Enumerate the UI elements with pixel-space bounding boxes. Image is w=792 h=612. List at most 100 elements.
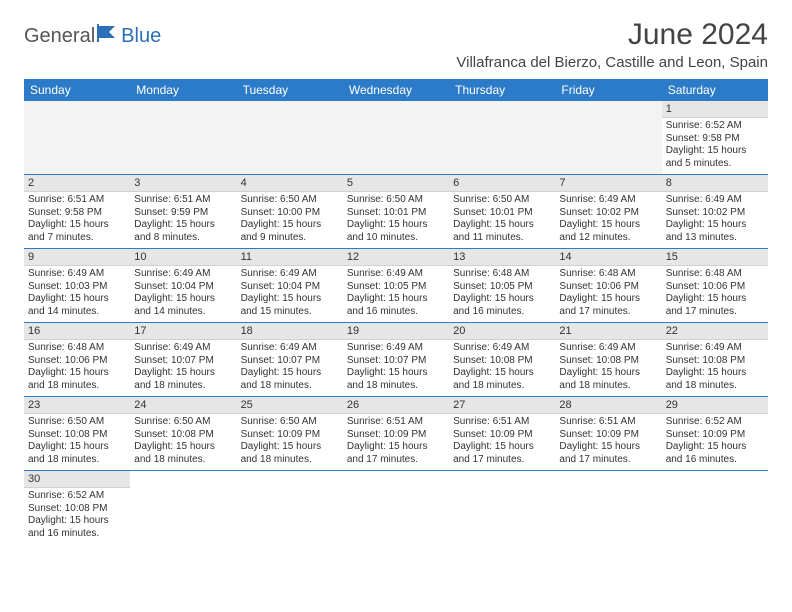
day-content: Sunrise: 6:49 AMSunset: 10:07 PMDaylight… — [130, 340, 236, 396]
empty-cell — [237, 471, 343, 545]
calendar-row: 2Sunrise: 6:51 AMSunset: 9:58 PMDaylight… — [24, 175, 768, 249]
calendar-row: 9Sunrise: 6:49 AMSunset: 10:03 PMDayligh… — [24, 249, 768, 323]
weekday-header-row: SundayMondayTuesdayWednesdayThursdayFrid… — [24, 79, 768, 101]
weekday-header: Thursday — [449, 79, 555, 101]
weekday-header: Sunday — [24, 79, 130, 101]
day-cell: 10Sunrise: 6:49 AMSunset: 10:04 PMDaylig… — [130, 249, 236, 323]
weekday-header: Saturday — [662, 79, 768, 101]
calendar-row: 1Sunrise: 6:52 AMSunset: 9:58 PMDaylight… — [24, 101, 768, 175]
day-content: Sunrise: 6:50 AMSunset: 10:09 PMDaylight… — [237, 414, 343, 470]
day-content: Sunrise: 6:52 AMSunset: 10:09 PMDaylight… — [662, 414, 768, 470]
day-cell: 6Sunrise: 6:50 AMSunset: 10:01 PMDayligh… — [449, 175, 555, 249]
empty-cell — [555, 101, 661, 175]
day-content: Sunrise: 6:48 AMSunset: 10:05 PMDaylight… — [449, 266, 555, 322]
day-number: 2 — [24, 175, 130, 192]
weekday-header: Tuesday — [237, 79, 343, 101]
empty-cell — [449, 101, 555, 175]
day-number: 15 — [662, 249, 768, 266]
empty-cell — [24, 101, 130, 175]
day-number: 21 — [555, 323, 661, 340]
empty-cell — [343, 471, 449, 545]
day-cell: 29Sunrise: 6:52 AMSunset: 10:09 PMDaylig… — [662, 397, 768, 471]
day-cell: 20Sunrise: 6:49 AMSunset: 10:08 PMDaylig… — [449, 323, 555, 397]
day-cell: 24Sunrise: 6:50 AMSunset: 10:08 PMDaylig… — [130, 397, 236, 471]
day-cell: 19Sunrise: 6:49 AMSunset: 10:07 PMDaylig… — [343, 323, 449, 397]
day-number: 6 — [449, 175, 555, 192]
calendar-table: SundayMondayTuesdayWednesdayThursdayFrid… — [24, 79, 768, 544]
day-content: Sunrise: 6:49 AMSunset: 10:04 PMDaylight… — [130, 266, 236, 322]
day-number: 16 — [24, 323, 130, 340]
day-content: Sunrise: 6:48 AMSunset: 10:06 PMDaylight… — [24, 340, 130, 396]
day-cell: 30Sunrise: 6:52 AMSunset: 10:08 PMDaylig… — [24, 471, 130, 545]
day-content: Sunrise: 6:49 AMSunset: 10:02 PMDaylight… — [662, 192, 768, 248]
day-number: 27 — [449, 397, 555, 414]
day-cell: 11Sunrise: 6:49 AMSunset: 10:04 PMDaylig… — [237, 249, 343, 323]
day-number: 5 — [343, 175, 449, 192]
weekday-header: Monday — [130, 79, 236, 101]
weekday-header: Wednesday — [343, 79, 449, 101]
day-number: 8 — [662, 175, 768, 192]
day-content: Sunrise: 6:50 AMSunset: 10:08 PMDaylight… — [130, 414, 236, 470]
day-number: 26 — [343, 397, 449, 414]
empty-cell — [555, 471, 661, 545]
logo-text-1: General — [24, 25, 95, 48]
day-cell: 9Sunrise: 6:49 AMSunset: 10:03 PMDayligh… — [24, 249, 130, 323]
day-cell: 26Sunrise: 6:51 AMSunset: 10:09 PMDaylig… — [343, 397, 449, 471]
day-cell: 14Sunrise: 6:48 AMSunset: 10:06 PMDaylig… — [555, 249, 661, 323]
day-content: Sunrise: 6:49 AMSunset: 10:02 PMDaylight… — [555, 192, 661, 248]
day-content: Sunrise: 6:51 AMSunset: 9:59 PMDaylight:… — [130, 192, 236, 248]
day-content: Sunrise: 6:50 AMSunset: 10:08 PMDaylight… — [24, 414, 130, 470]
day-cell: 16Sunrise: 6:48 AMSunset: 10:06 PMDaylig… — [24, 323, 130, 397]
day-content: Sunrise: 6:51 AMSunset: 10:09 PMDaylight… — [343, 414, 449, 470]
logo: General Blue — [24, 24, 161, 48]
empty-cell — [130, 101, 236, 175]
logo-text-2: Blue — [121, 25, 161, 48]
day-number: 23 — [24, 397, 130, 414]
empty-cell — [662, 471, 768, 545]
day-number: 3 — [130, 175, 236, 192]
day-cell: 5Sunrise: 6:50 AMSunset: 10:01 PMDayligh… — [343, 175, 449, 249]
empty-cell — [343, 101, 449, 175]
day-content: Sunrise: 6:51 AMSunset: 10:09 PMDaylight… — [555, 414, 661, 470]
day-cell: 13Sunrise: 6:48 AMSunset: 10:05 PMDaylig… — [449, 249, 555, 323]
day-content: Sunrise: 6:50 AMSunset: 10:00 PMDaylight… — [237, 192, 343, 248]
empty-cell — [449, 471, 555, 545]
flag-icon — [97, 24, 119, 48]
day-number: 13 — [449, 249, 555, 266]
day-number: 9 — [24, 249, 130, 266]
day-cell: 21Sunrise: 6:49 AMSunset: 10:08 PMDaylig… — [555, 323, 661, 397]
day-cell: 1Sunrise: 6:52 AMSunset: 9:58 PMDaylight… — [662, 101, 768, 175]
day-number: 11 — [237, 249, 343, 266]
day-cell: 4Sunrise: 6:50 AMSunset: 10:00 PMDayligh… — [237, 175, 343, 249]
day-cell: 28Sunrise: 6:51 AMSunset: 10:09 PMDaylig… — [555, 397, 661, 471]
day-content: Sunrise: 6:49 AMSunset: 10:07 PMDaylight… — [343, 340, 449, 396]
day-number: 10 — [130, 249, 236, 266]
day-number: 30 — [24, 471, 130, 488]
day-cell: 8Sunrise: 6:49 AMSunset: 10:02 PMDayligh… — [662, 175, 768, 249]
day-number: 17 — [130, 323, 236, 340]
day-cell: 22Sunrise: 6:49 AMSunset: 10:08 PMDaylig… — [662, 323, 768, 397]
empty-cell — [237, 101, 343, 175]
day-content: Sunrise: 6:50 AMSunset: 10:01 PMDaylight… — [343, 192, 449, 248]
day-content: Sunrise: 6:49 AMSunset: 10:07 PMDaylight… — [237, 340, 343, 396]
day-number: 24 — [130, 397, 236, 414]
day-cell: 18Sunrise: 6:49 AMSunset: 10:07 PMDaylig… — [237, 323, 343, 397]
day-content: Sunrise: 6:49 AMSunset: 10:04 PMDaylight… — [237, 266, 343, 322]
day-number: 22 — [662, 323, 768, 340]
day-number: 1 — [662, 101, 768, 118]
day-cell: 7Sunrise: 6:49 AMSunset: 10:02 PMDayligh… — [555, 175, 661, 249]
day-cell: 27Sunrise: 6:51 AMSunset: 10:09 PMDaylig… — [449, 397, 555, 471]
day-cell: 25Sunrise: 6:50 AMSunset: 10:09 PMDaylig… — [237, 397, 343, 471]
day-number: 25 — [237, 397, 343, 414]
day-number: 28 — [555, 397, 661, 414]
day-number: 4 — [237, 175, 343, 192]
day-content: Sunrise: 6:49 AMSunset: 10:08 PMDaylight… — [662, 340, 768, 396]
day-content: Sunrise: 6:50 AMSunset: 10:01 PMDaylight… — [449, 192, 555, 248]
day-number: 12 — [343, 249, 449, 266]
day-cell: 15Sunrise: 6:48 AMSunset: 10:06 PMDaylig… — [662, 249, 768, 323]
weekday-header: Friday — [555, 79, 661, 101]
day-cell: 2Sunrise: 6:51 AMSunset: 9:58 PMDaylight… — [24, 175, 130, 249]
day-content: Sunrise: 6:51 AMSunset: 9:58 PMDaylight:… — [24, 192, 130, 248]
day-number: 18 — [237, 323, 343, 340]
day-number: 19 — [343, 323, 449, 340]
